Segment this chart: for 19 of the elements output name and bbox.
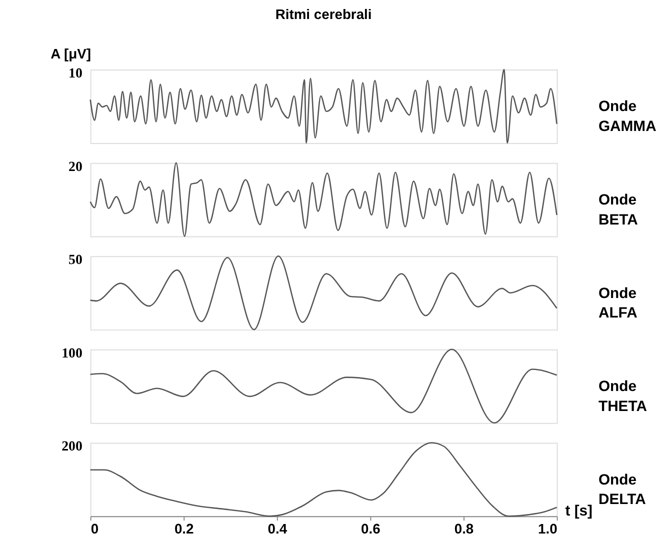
text: 100	[62, 346, 82, 362]
x-tick-label: 1.0	[538, 520, 558, 537]
text: Onde GAMMA	[598, 99, 657, 136]
text: Onde THETA	[598, 379, 648, 415]
text: Onde ALFA	[598, 286, 638, 322]
x-tick-label: 0.6	[361, 520, 381, 537]
text: 50	[68, 253, 82, 268]
x-tick-label: 0.8	[454, 520, 474, 537]
x-tick-label: 0.2	[174, 520, 194, 537]
text: 20	[68, 160, 82, 175]
text: Onde BETA	[598, 192, 638, 228]
chart-title: Ritmi cerebrali	[275, 6, 372, 22]
y-axis-title: A [μV]	[50, 46, 91, 62]
text: 10	[68, 66, 82, 82]
text: Onde DELTA	[598, 472, 646, 508]
x-tick-label: 0.4	[268, 520, 288, 537]
x-tick-label: 0	[90, 520, 99, 537]
x-axis-title: t [s]	[565, 504, 593, 520]
text: 200	[62, 440, 82, 455]
